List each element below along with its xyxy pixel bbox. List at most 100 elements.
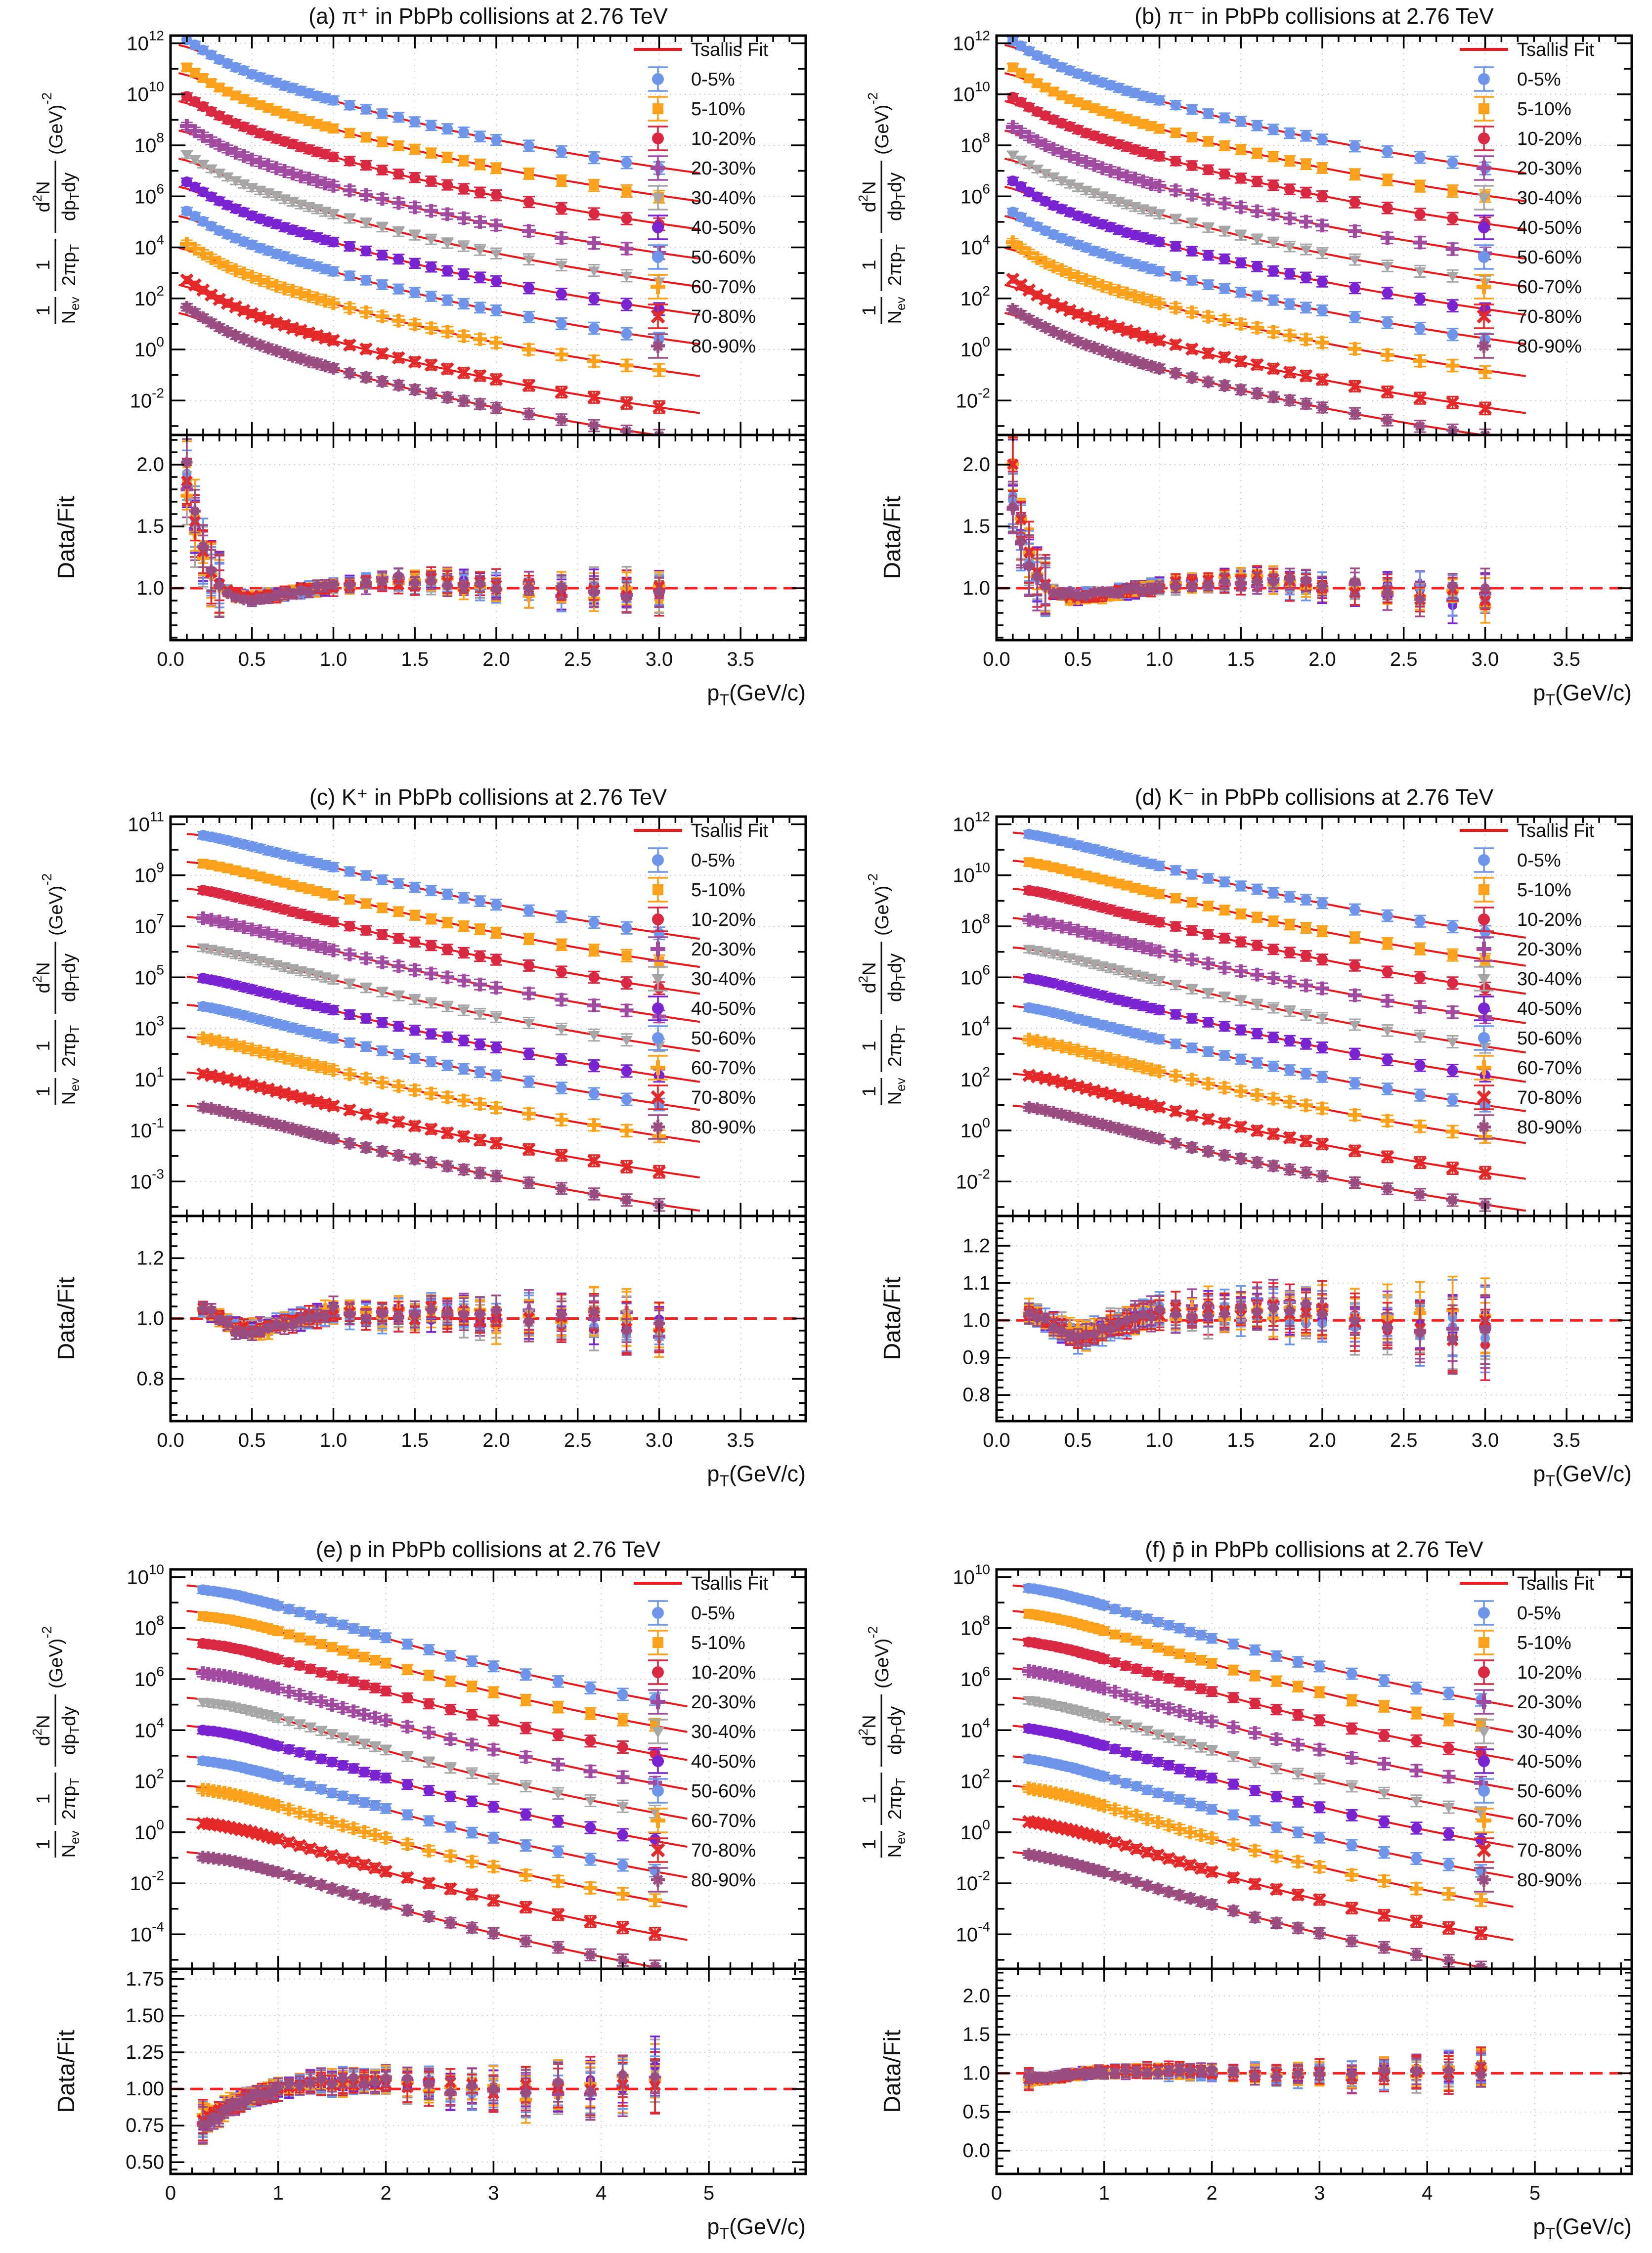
svg-text:dpTdy: dpTdy [59,1706,82,1755]
legend-entry-label: 60-70% [691,1058,756,1079]
legend-entry-label: 5-10% [1517,880,1571,901]
svg-text:(GeV)-2: (GeV)-2 [865,1626,893,1689]
svg-text:0.5: 0.5 [238,649,266,670]
tsallis-fit-curves [1012,1584,1514,1969]
svg-text:109: 109 [134,860,164,887]
svg-text:dpTdy: dpTdy [885,1706,908,1755]
svg-text:d2N: d2N [856,181,880,212]
panel-a-chart: Tsallis Fit 0-5% 5-10% 10-20% 20-30% 30-40% 40… [30,28,807,709]
svg-text:10-4: 10-4 [130,1919,164,1946]
legend: Tsallis Fit 0-5% 5-10% 10-20% 20-30% 30-40% 40… [1460,40,1595,359]
x-axis-label: pT(GeV/c) [707,1461,806,1490]
panel-b: Tsallis Fit 0-5% 5-10% 10-20% 20-30% 30-40% 40… [826,0,1652,719]
svg-text:Nev: Nev [885,1078,908,1105]
svg-text:Nev: Nev [59,297,82,324]
svg-text:1.25: 1.25 [126,2041,164,2063]
axis-ticks [996,817,1633,1421]
svg-text:104: 104 [960,232,990,259]
svg-text:2πpT: 2πpT [885,244,908,286]
legend: Tsallis Fit 0-5% 5-10% 10-20% 20-30% 30-40% 40… [1460,1573,1595,1893]
svg-text:Nev: Nev [885,1831,908,1858]
svg-text:Data/Fit: Data/Fit [879,1277,906,1360]
panel-e-title: (e) p in PbPb collisions at 2.76 TeV [315,1537,661,1562]
svg-text:1: 1 [859,1040,880,1051]
legend-entry-label: 30-40% [691,188,756,209]
panel-d-title: (d) K⁻ in PbPb collisions at 2.76 TeV [1134,784,1494,810]
svg-text:10-2: 10-2 [130,1868,164,1895]
legend-entry-label: 40-50% [691,1751,756,1772]
legend-entry-label: 5-10% [691,1633,745,1653]
legend-entry-label: 0-5% [1517,69,1561,90]
svg-text:2πpT: 2πpT [59,1778,82,1820]
ratio-points [180,438,665,618]
svg-text:0.5: 0.5 [238,1430,266,1451]
svg-text:2πpT: 2πpT [59,1025,82,1067]
spectra-points [196,829,666,1212]
svg-text:1.0: 1.0 [962,577,990,599]
svg-text:1.0: 1.0 [320,1430,348,1451]
legend-entry-label: 10-20% [1517,1662,1582,1683]
gridlines [171,36,806,640]
panel-c-chart: Tsallis Fit 0-5% 5-10% 10-20% 20-30% 30-40% 40… [30,809,807,1490]
panel-f: Tsallis Fit 0-5% 5-10% 10-20% 20-30% 30-40% 40… [826,1534,1652,2253]
legend-entry-label: 0-5% [691,1603,735,1624]
gridlines [171,817,806,1421]
svg-text:4: 4 [1422,2182,1433,2204]
legend-entry-label: 0-5% [1517,850,1561,871]
svg-text:1.00: 1.00 [126,2078,164,2100]
legend-entry-label: 5-10% [1517,99,1571,120]
svg-text:1.0: 1.0 [962,2062,990,2084]
svg-text:1: 1 [1099,2182,1110,2204]
legend-fit-label: Tsallis Fit [691,821,769,841]
svg-text:Data/Fit: Data/Fit [879,2030,906,2113]
svg-text:1: 1 [859,260,880,270]
svg-text:1010: 1010 [953,79,990,106]
legend: Tsallis Fit 0-5% 5-10% 10-20% 20-30% 30-40% 40… [634,40,769,359]
svg-text:0.9: 0.9 [962,1347,990,1369]
legend-entry-label: 50-60% [691,1781,756,1802]
axes-frame [995,34,1633,642]
svg-text:102: 102 [960,1766,990,1793]
legend-entry-label: 30-40% [691,969,756,990]
legend-fit-label: Tsallis Fit [1517,821,1595,841]
svg-text:1: 1 [859,305,880,315]
svg-text:1.50: 1.50 [126,2005,164,2027]
svg-text:2πpT: 2πpT [885,1778,908,1820]
svg-text:1.5: 1.5 [401,1430,429,1451]
svg-text:104: 104 [134,1715,164,1741]
svg-text:108: 108 [960,130,990,157]
svg-text:3.0: 3.0 [646,1430,673,1451]
axis-ticks [996,1569,1632,2174]
legend-entry-label: 40-50% [1517,217,1582,238]
svg-text:1011: 1011 [128,809,164,836]
panel-d: Tsallis Fit 0-5% 5-10% 10-20% 20-30% 30-40% 40… [826,781,1652,1500]
legend-entry-label: 30-40% [1517,1722,1582,1742]
svg-text:Nev: Nev [59,1831,82,1858]
svg-text:2πpT: 2πpT [885,1025,908,1067]
svg-text:1012: 1012 [953,28,990,55]
ratio-y-axis-label: Data/Fit [879,1277,906,1360]
svg-text:2.0: 2.0 [482,649,510,670]
svg-text:108: 108 [960,911,990,938]
svg-text:105: 105 [134,962,164,989]
legend-entry-label: 60-70% [1517,1058,1582,1079]
svg-text:d2N: d2N [856,962,880,993]
svg-text:2.0: 2.0 [962,1985,990,2007]
svg-text:101: 101 [134,1064,164,1091]
svg-text:1010: 1010 [953,1562,990,1589]
svg-text:dpTdy: dpTdy [885,173,908,221]
svg-text:1010: 1010 [953,860,990,887]
legend-entry-label: 20-30% [691,939,756,960]
gridlines [171,1569,806,2174]
svg-text:0.50: 0.50 [126,2151,164,2173]
panel-a-title: (a) π⁺ in PbPb collisions at 2.76 TeV [308,3,668,29]
svg-text:1: 1 [859,1086,880,1096]
svg-text:0.5: 0.5 [1064,649,1092,670]
svg-text:10-3: 10-3 [130,1166,164,1193]
ratio-y-axis-label: Data/Fit [53,2030,80,2113]
legend-entry-label: 20-30% [1517,158,1582,179]
svg-text:(GeV)-2: (GeV)-2 [865,92,893,155]
